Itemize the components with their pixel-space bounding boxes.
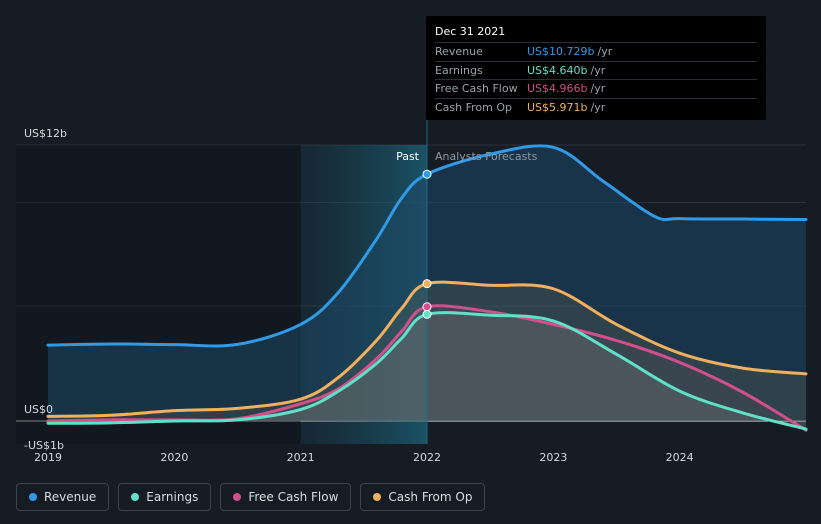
- tooltip-unit: /yr: [597, 45, 613, 59]
- line-revenue: [46, 144, 808, 348]
- tooltip-panel: Dec 31 2021 Revenue US$10.729b/yr Earnings…: [426, 16, 766, 120]
- marker-cash-from-op: [422, 279, 432, 289]
- line-earnings: [46, 311, 808, 431]
- x-tick-label: 2020: [160, 451, 188, 464]
- tooltip-row: Revenue US$10.729b/yr: [435, 42, 757, 61]
- legend-dot-icon: [131, 493, 140, 501]
- marker-earnings: [422, 309, 432, 319]
- y-label-top: US$12b: [24, 127, 67, 140]
- legend: Revenue Earnings Free Cash Flow Cash From O…: [16, 483, 486, 511]
- tooltip-value: US$4.966b: [527, 82, 588, 96]
- highlight-markers: [422, 169, 432, 319]
- legend-label: Revenue: [44, 490, 97, 504]
- forecast-label: Analysts Forecasts: [435, 150, 538, 163]
- line-cash-from-op: [46, 280, 808, 418]
- legend-item-free-cash-flow[interactable]: Free Cash Flow: [220, 483, 352, 511]
- x-tick-label: 2021: [287, 451, 315, 464]
- legend-item-revenue[interactable]: Revenue: [16, 483, 110, 511]
- x-tick-label: 2022: [413, 451, 441, 464]
- tooltip-value: US$5.971b: [527, 100, 588, 114]
- legend-item-cash-from-op[interactable]: Cash From Op: [360, 483, 486, 511]
- tooltip-unit: /yr: [590, 63, 606, 77]
- tooltip-label: Earnings: [435, 63, 483, 77]
- tooltip-label: Revenue: [435, 45, 483, 59]
- x-tick-label: 2019: [34, 451, 62, 464]
- marker-revenue: [422, 169, 432, 179]
- x-tick-label: 2023: [539, 451, 567, 464]
- tooltip-row: Earnings US$4.640b/yr: [435, 60, 757, 80]
- legend-dot-icon: [373, 493, 382, 501]
- legend-label: Cash From Op: [388, 490, 473, 504]
- tooltip-value: US$4.640b: [527, 63, 588, 77]
- tooltip-date: Dec 31 2021: [435, 25, 506, 38]
- tooltip-label: Free Cash Flow: [435, 82, 518, 96]
- tooltip-unit: /yr: [590, 100, 606, 114]
- tooltip-label: Cash From Op: [435, 100, 513, 114]
- marker-free-cash-flow: [422, 302, 432, 312]
- tooltip-unit: /yr: [590, 82, 606, 96]
- tooltip-row: Cash From Op US$5.971b/yr: [435, 97, 757, 117]
- series-lines: [46, 144, 808, 432]
- legend-item-earnings[interactable]: Earnings: [118, 483, 212, 511]
- legend-label: Earnings: [146, 490, 199, 504]
- tooltip-row: Free Cash Flow US$4.966b/yr: [435, 79, 757, 98]
- tooltip-value: US$10.729b: [527, 45, 595, 59]
- past-label: Past: [396, 150, 420, 163]
- legend-label: Free Cash Flow: [248, 490, 339, 504]
- legend-dot-icon: [29, 493, 37, 501]
- x-tick-label: 2024: [666, 451, 694, 464]
- y-label-zero: US$0: [24, 403, 53, 416]
- y-label-bottom: -US$1b: [24, 439, 64, 452]
- legend-dot-icon: [233, 493, 242, 501]
